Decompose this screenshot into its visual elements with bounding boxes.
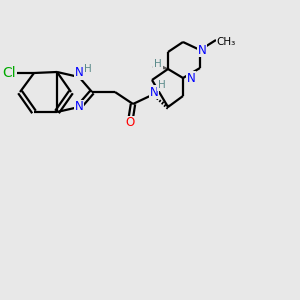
Polygon shape	[153, 63, 168, 69]
Text: N: N	[75, 67, 83, 80]
Text: N: N	[187, 71, 195, 85]
Text: CH₃: CH₃	[216, 37, 236, 47]
Text: Cl: Cl	[2, 66, 16, 80]
Text: O: O	[125, 116, 135, 130]
Text: H: H	[84, 64, 92, 74]
Text: N: N	[150, 85, 158, 98]
Text: N: N	[198, 44, 206, 56]
Text: H: H	[154, 59, 162, 69]
Text: H: H	[158, 80, 166, 90]
Text: N: N	[75, 100, 83, 113]
